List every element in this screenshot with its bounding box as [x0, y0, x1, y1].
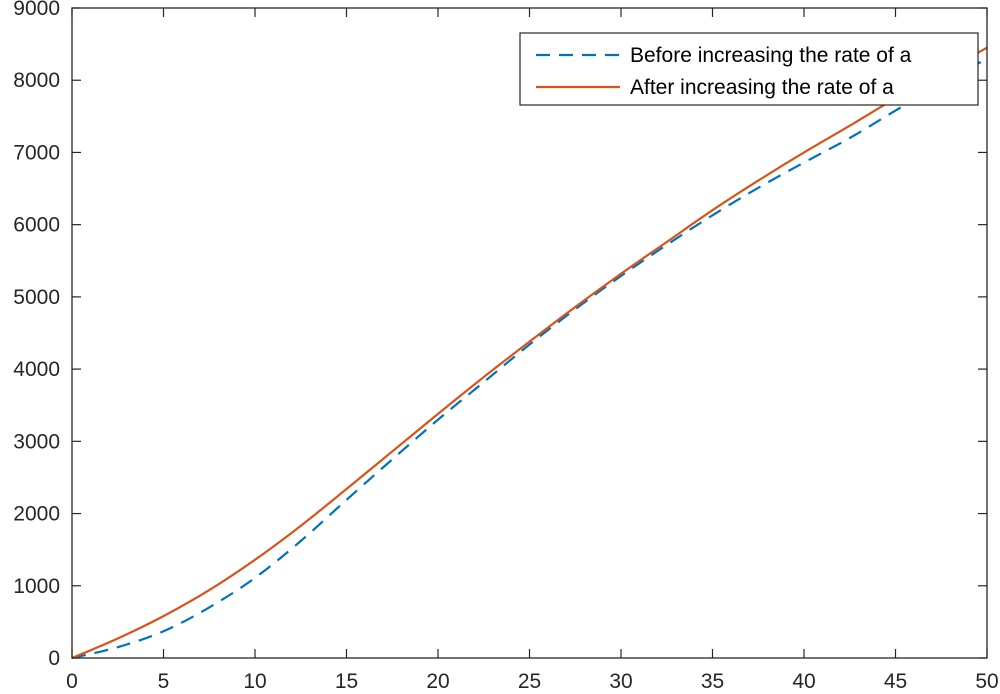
y-tick-label: 0: [48, 647, 60, 670]
series-line-before: [71, 57, 988, 660]
x-tick-label: 5: [158, 670, 170, 693]
y-tick-label: 6000: [13, 214, 60, 237]
x-tick-label: 45: [884, 670, 907, 693]
legend-label-after: After increasing the rate of a: [630, 76, 894, 99]
y-tick-label: 1000: [13, 575, 60, 598]
x-tick-label: 15: [335, 670, 358, 693]
y-tick-label: 8000: [13, 69, 60, 92]
y-tick-label: 5000: [13, 286, 60, 309]
series-lines: [71, 46, 988, 660]
x-tick-label: 40: [792, 670, 815, 693]
tick-labels: 0 5 10 15 20 25 30 35 40 45 50 0 1000 2000 3000 4000 500…: [13, 0, 998, 693]
x-tick-label: 10: [243, 670, 266, 693]
x-tick-label: 25: [518, 670, 541, 693]
x-tick-label: 20: [426, 670, 449, 693]
y-tick-label: 9000: [13, 0, 60, 20]
y-tick-label: 3000: [13, 430, 60, 453]
x-tick-label: 50: [975, 670, 998, 693]
x-tick-label: 0: [66, 670, 78, 693]
y-tick-label: 4000: [13, 358, 60, 381]
axes-box: [71, 7, 988, 659]
legend-label-before: Before increasing the rate of a: [630, 44, 912, 67]
y-tick-label: 2000: [13, 503, 60, 526]
x-tick-label: 35: [701, 670, 724, 693]
legend-box: [519, 32, 979, 106]
series-line-after: [71, 46, 988, 660]
x-tick-label: 30: [609, 670, 632, 693]
legend: Before increasing the rate of a After in…: [519, 32, 979, 106]
y-tick-label: 7000: [13, 141, 60, 164]
